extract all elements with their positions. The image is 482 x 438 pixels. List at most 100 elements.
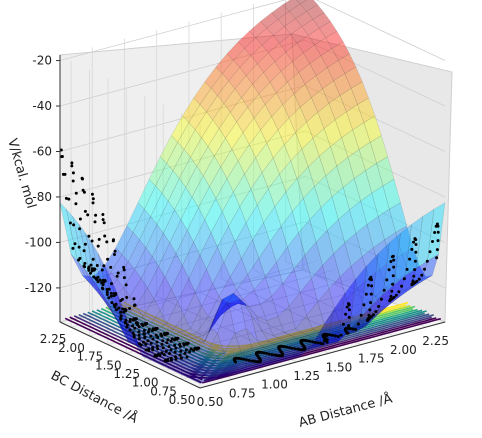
trajectory-point: [142, 340, 145, 344]
trajectory-point: [369, 315, 373, 319]
surface-facet: [217, 80, 236, 104]
trajectory-point: [151, 337, 155, 341]
trajectory-point: [345, 305, 349, 309]
trajectory-point: [156, 335, 160, 339]
trajectory-point: [247, 358, 251, 362]
surface-facet: [414, 275, 433, 284]
surface-facet: [306, 4, 325, 20]
surface-facet: [360, 192, 379, 225]
surface-facet: [307, 155, 326, 187]
surface-facet: [226, 41, 245, 61]
trajectory-point: [389, 294, 393, 298]
surface-facet: [121, 232, 140, 262]
trajectory-point: [319, 341, 323, 345]
surface-facet: [202, 155, 221, 187]
trajectory-point: [183, 351, 187, 355]
surface-facet: [215, 293, 234, 314]
z-ticks: -20 -40 -60 -80 -100 -120: [25, 54, 60, 295]
trajectory-point: [415, 279, 419, 283]
trajectory-point: [109, 265, 113, 269]
surface-facet: [161, 362, 180, 369]
trajectory-point: [173, 338, 177, 342]
surface-facet: [408, 265, 427, 284]
trajectory-point: [125, 323, 129, 327]
surface-facet: [282, 0, 301, 12]
trajectory-point: [412, 274, 416, 278]
trajectory-point: [351, 327, 355, 331]
surface-facet: [196, 316, 215, 336]
surface-facet: [247, 257, 266, 291]
surface-facet: [247, 93, 266, 119]
surface-facet: [279, 34, 298, 53]
trajectory-point: [161, 346, 165, 350]
surface-facet: [218, 356, 238, 363]
trajectory-point: [374, 310, 378, 313]
surface-facet: [198, 186, 217, 221]
trajectory-point: [90, 239, 94, 243]
trajectory-point: [137, 337, 141, 341]
trajectory-point: [114, 302, 118, 306]
trajectory-point: [369, 275, 373, 279]
trajectory-point: [109, 294, 113, 298]
surface-facet: [368, 269, 387, 297]
surface-facet: [276, 81, 295, 106]
trajectory-point: [385, 278, 389, 282]
surface-facet: [252, 72, 271, 95]
surface-facet: [344, 232, 363, 267]
trajectory-point: [128, 328, 132, 332]
trajectory-point: [178, 345, 182, 348]
trajectory-point: [175, 337, 179, 341]
surface-facet: [77, 260, 96, 290]
trajectory-point: [425, 259, 429, 263]
surface-facet: [365, 162, 384, 194]
surface-facet: [395, 225, 414, 255]
trajectory-point: [133, 326, 137, 330]
trajectory-point: [128, 319, 132, 323]
surface-facet: [190, 137, 209, 167]
trajectory-point: [362, 303, 366, 307]
surface-facet: [352, 122, 371, 150]
trajectory-point: [112, 294, 116, 298]
surface-facet: [272, 26, 291, 44]
surface-facet: [267, 338, 287, 345]
surface-facet: [226, 368, 246, 375]
surface-facet: [306, 111, 325, 139]
surface-facet: [276, 246, 295, 285]
surface-facet: [327, 219, 346, 254]
surface-facet: [288, 291, 307, 330]
surface-facet: [193, 377, 212, 384]
z-gridline: [59, 39, 446, 107]
surface-facet: [331, 41, 350, 61]
surface-facet: [194, 268, 213, 307]
surface-facet: [191, 330, 210, 342]
ab-gridline: [188, 21, 330, 354]
trajectory-point: [149, 341, 153, 345]
trajectory-point: [179, 356, 183, 360]
z-gridline: [59, 130, 446, 198]
trajectory-point: [64, 196, 68, 200]
surface-facet: [218, 111, 237, 139]
surface-facet: [237, 30, 256, 49]
trajectory-point: [173, 350, 177, 354]
surface-facet: [317, 103, 336, 129]
surface-facet: [196, 146, 215, 177]
trajectory-point: [141, 324, 145, 327]
surface-facet: [104, 265, 123, 331]
trajectory-point: [132, 333, 136, 337]
surface-facet: [171, 115, 190, 143]
surface-facet: [91, 242, 110, 306]
surface-facet: [187, 207, 206, 243]
ab-tick-label: 1.50: [326, 360, 353, 374]
surface-facet: [226, 292, 245, 304]
trajectory-point: [89, 271, 92, 275]
surface-facet: [231, 299, 250, 307]
surface-facet: [172, 149, 191, 179]
surface-facet: [182, 241, 201, 279]
surface-facet: [327, 293, 345, 345]
surface-facet: [215, 178, 234, 213]
surface-facet: [252, 222, 271, 259]
surface-facet: [150, 192, 169, 225]
trajectory-point: [122, 310, 126, 314]
trajectory-point: [150, 329, 154, 333]
trajectory-point: [164, 349, 168, 353]
